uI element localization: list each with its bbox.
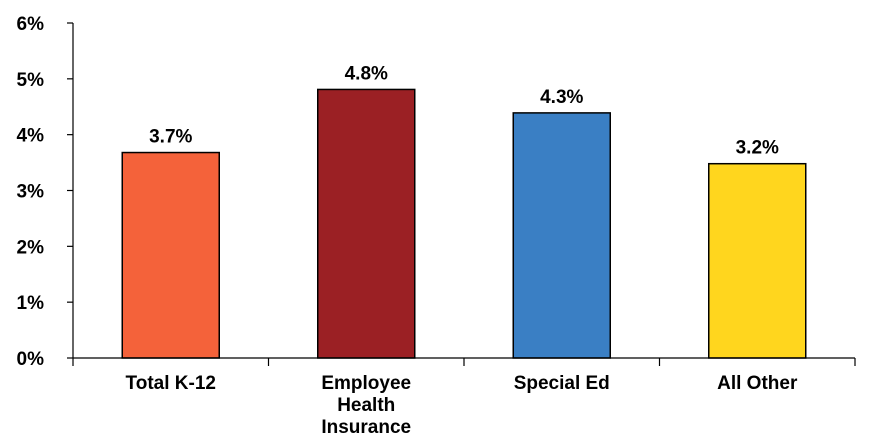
- bar-special-ed: [512, 112, 611, 359]
- data-label: 3.2%: [736, 138, 779, 159]
- x-tick-label: Employee Health Insurance: [321, 373, 411, 438]
- x-axis-ticks: Total K-12 Employee Health Insurance Special…: [72, 358, 856, 438]
- data-labels: 3.7% 4.8% 4.3% 3.2%: [149, 63, 779, 158]
- bar-total-k-12: [121, 151, 220, 359]
- x-tick-label: Total K-12: [126, 373, 216, 394]
- y-tick-label: 3%: [17, 182, 45, 203]
- y-tick-label: 2%: [17, 237, 45, 258]
- bar-all-other: [708, 162, 807, 359]
- x-tick-label: Special Ed: [514, 373, 610, 394]
- data-label: 3.7%: [149, 127, 192, 148]
- bar-employee-health-insurance: [317, 88, 416, 359]
- y-tick-label: 4%: [17, 126, 45, 147]
- y-tick-label: 0%: [17, 349, 45, 370]
- bars: [121, 88, 807, 359]
- y-tick-label: 6%: [17, 14, 45, 35]
- y-axis-ticks: 0% 1% 2% 3% 4% 5% 6%: [17, 14, 73, 370]
- y-tick-label: 1%: [17, 293, 45, 314]
- y-tick-label: 5%: [17, 70, 45, 91]
- data-label: 4.8%: [345, 63, 388, 84]
- data-label: 4.3%: [540, 87, 583, 108]
- x-tick-label: All Other: [717, 373, 798, 394]
